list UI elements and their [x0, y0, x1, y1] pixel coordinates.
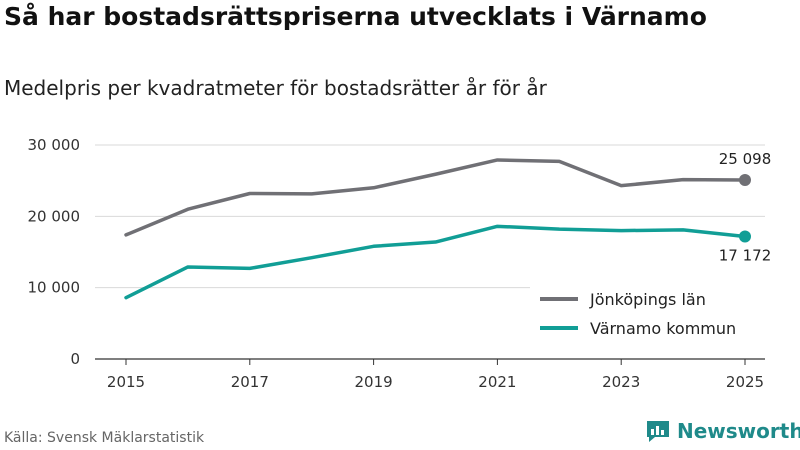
- data-label: 17 172: [719, 247, 772, 265]
- series-line: [124, 158, 747, 237]
- y-tick-label: 10 000: [28, 279, 81, 297]
- legend-label: Värnamo kommun: [590, 319, 736, 338]
- y-tick-label: 0: [70, 350, 80, 368]
- x-tick-label: 2021: [478, 373, 516, 391]
- x-tick-label: 2015: [107, 373, 145, 391]
- x-tick-label: 2017: [231, 373, 269, 391]
- source-note: Källa: Svensk Mäklarstatistik: [4, 430, 205, 446]
- x-tick-label: 2023: [602, 373, 640, 391]
- series-line: [124, 224, 747, 300]
- y-tick-label: 30 000: [28, 136, 81, 154]
- newsworthy-icon: [647, 421, 669, 442]
- x-tick-label: 2025: [726, 373, 764, 391]
- brand-logo: Newsworthy: [645, 418, 800, 444]
- series-endpoint: [739, 173, 751, 186]
- data-label: 25 098: [719, 150, 772, 168]
- series-endpoint: [739, 230, 751, 243]
- brand-name: Newsworthy: [677, 419, 800, 443]
- legend-box: [530, 283, 766, 345]
- chart-title: Så har bostadsrättspriserna utvecklats i…: [4, 2, 707, 31]
- legend-label: Jönköpings län: [589, 290, 706, 309]
- chart-subtitle: Medelpris per kvadratmeter för bostadsrä…: [4, 76, 547, 100]
- x-tick-label: 2019: [355, 373, 393, 391]
- y-tick-label: 20 000: [28, 207, 81, 225]
